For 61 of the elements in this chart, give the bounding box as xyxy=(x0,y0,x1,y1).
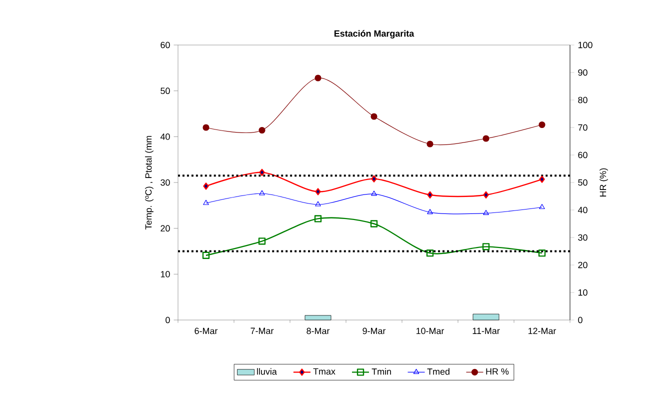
y2-tick-label: 40 xyxy=(578,206,588,214)
y-tick-label: 0 xyxy=(166,316,170,324)
point xyxy=(259,168,265,176)
point xyxy=(427,191,433,198)
point xyxy=(371,190,377,196)
legend-label: Tmin xyxy=(372,368,391,375)
y2-tick-label: 0 xyxy=(578,316,582,324)
x-tick-label: 8-Mar xyxy=(306,328,330,334)
x-tick-label: 12-Mar xyxy=(528,328,556,334)
y2-tick-label: 60 xyxy=(578,152,588,158)
legend-label: HR % xyxy=(486,368,509,375)
point xyxy=(258,238,266,245)
x-tick-label: 6-Mar xyxy=(194,328,218,334)
point xyxy=(539,176,545,183)
y2-tick-label: 50 xyxy=(578,179,588,186)
y2-tick-label: 90 xyxy=(578,69,588,76)
point xyxy=(315,188,321,196)
y-axis-title: Temp. (ºC) , Ptotal (mm xyxy=(145,136,154,230)
point xyxy=(370,220,378,228)
y-tick-label: 40 xyxy=(160,133,170,140)
x-tick-label: 9-Mar xyxy=(362,328,386,334)
legend-label: Tmed xyxy=(427,368,450,375)
x-tick-label: 7-Mar xyxy=(250,328,274,334)
y-tick-label: 50 xyxy=(160,88,170,94)
y2-axis-title: HR (%) xyxy=(600,168,608,196)
point xyxy=(426,140,434,148)
point xyxy=(427,209,433,214)
legend-label: lluvia xyxy=(257,368,277,375)
point xyxy=(539,204,545,210)
chart-title: Estación Margarita xyxy=(334,30,414,38)
point xyxy=(482,135,490,142)
y-tick-label: 10 xyxy=(160,270,170,278)
y2-tick-label: 80 xyxy=(578,96,588,104)
point xyxy=(259,190,265,196)
x-tick-label: 10-Mar xyxy=(416,328,444,334)
x-tick-label: 11-Mar xyxy=(472,328,500,334)
point xyxy=(538,249,546,257)
y-tick-label: 20 xyxy=(160,225,170,232)
y2-tick-label: 100 xyxy=(578,42,592,48)
point xyxy=(483,191,489,198)
point xyxy=(202,252,210,259)
y2-tick-label: 70 xyxy=(578,124,588,131)
y2-tick-label: 10 xyxy=(578,289,588,296)
point xyxy=(370,113,378,120)
y2-tick-label: 30 xyxy=(578,234,588,241)
point xyxy=(426,249,434,257)
point xyxy=(483,210,489,216)
point xyxy=(203,182,209,190)
point xyxy=(315,201,321,206)
legend-label: Tmax xyxy=(313,368,336,375)
y2-tick-label: 20 xyxy=(578,262,588,268)
point xyxy=(203,200,209,205)
point xyxy=(202,124,210,131)
point xyxy=(258,126,266,134)
point xyxy=(538,121,546,128)
point xyxy=(482,243,490,250)
y-tick-label: 30 xyxy=(160,179,170,186)
point xyxy=(314,74,322,82)
y-tick-label: 60 xyxy=(160,42,170,48)
point xyxy=(314,215,322,222)
point xyxy=(371,175,377,182)
